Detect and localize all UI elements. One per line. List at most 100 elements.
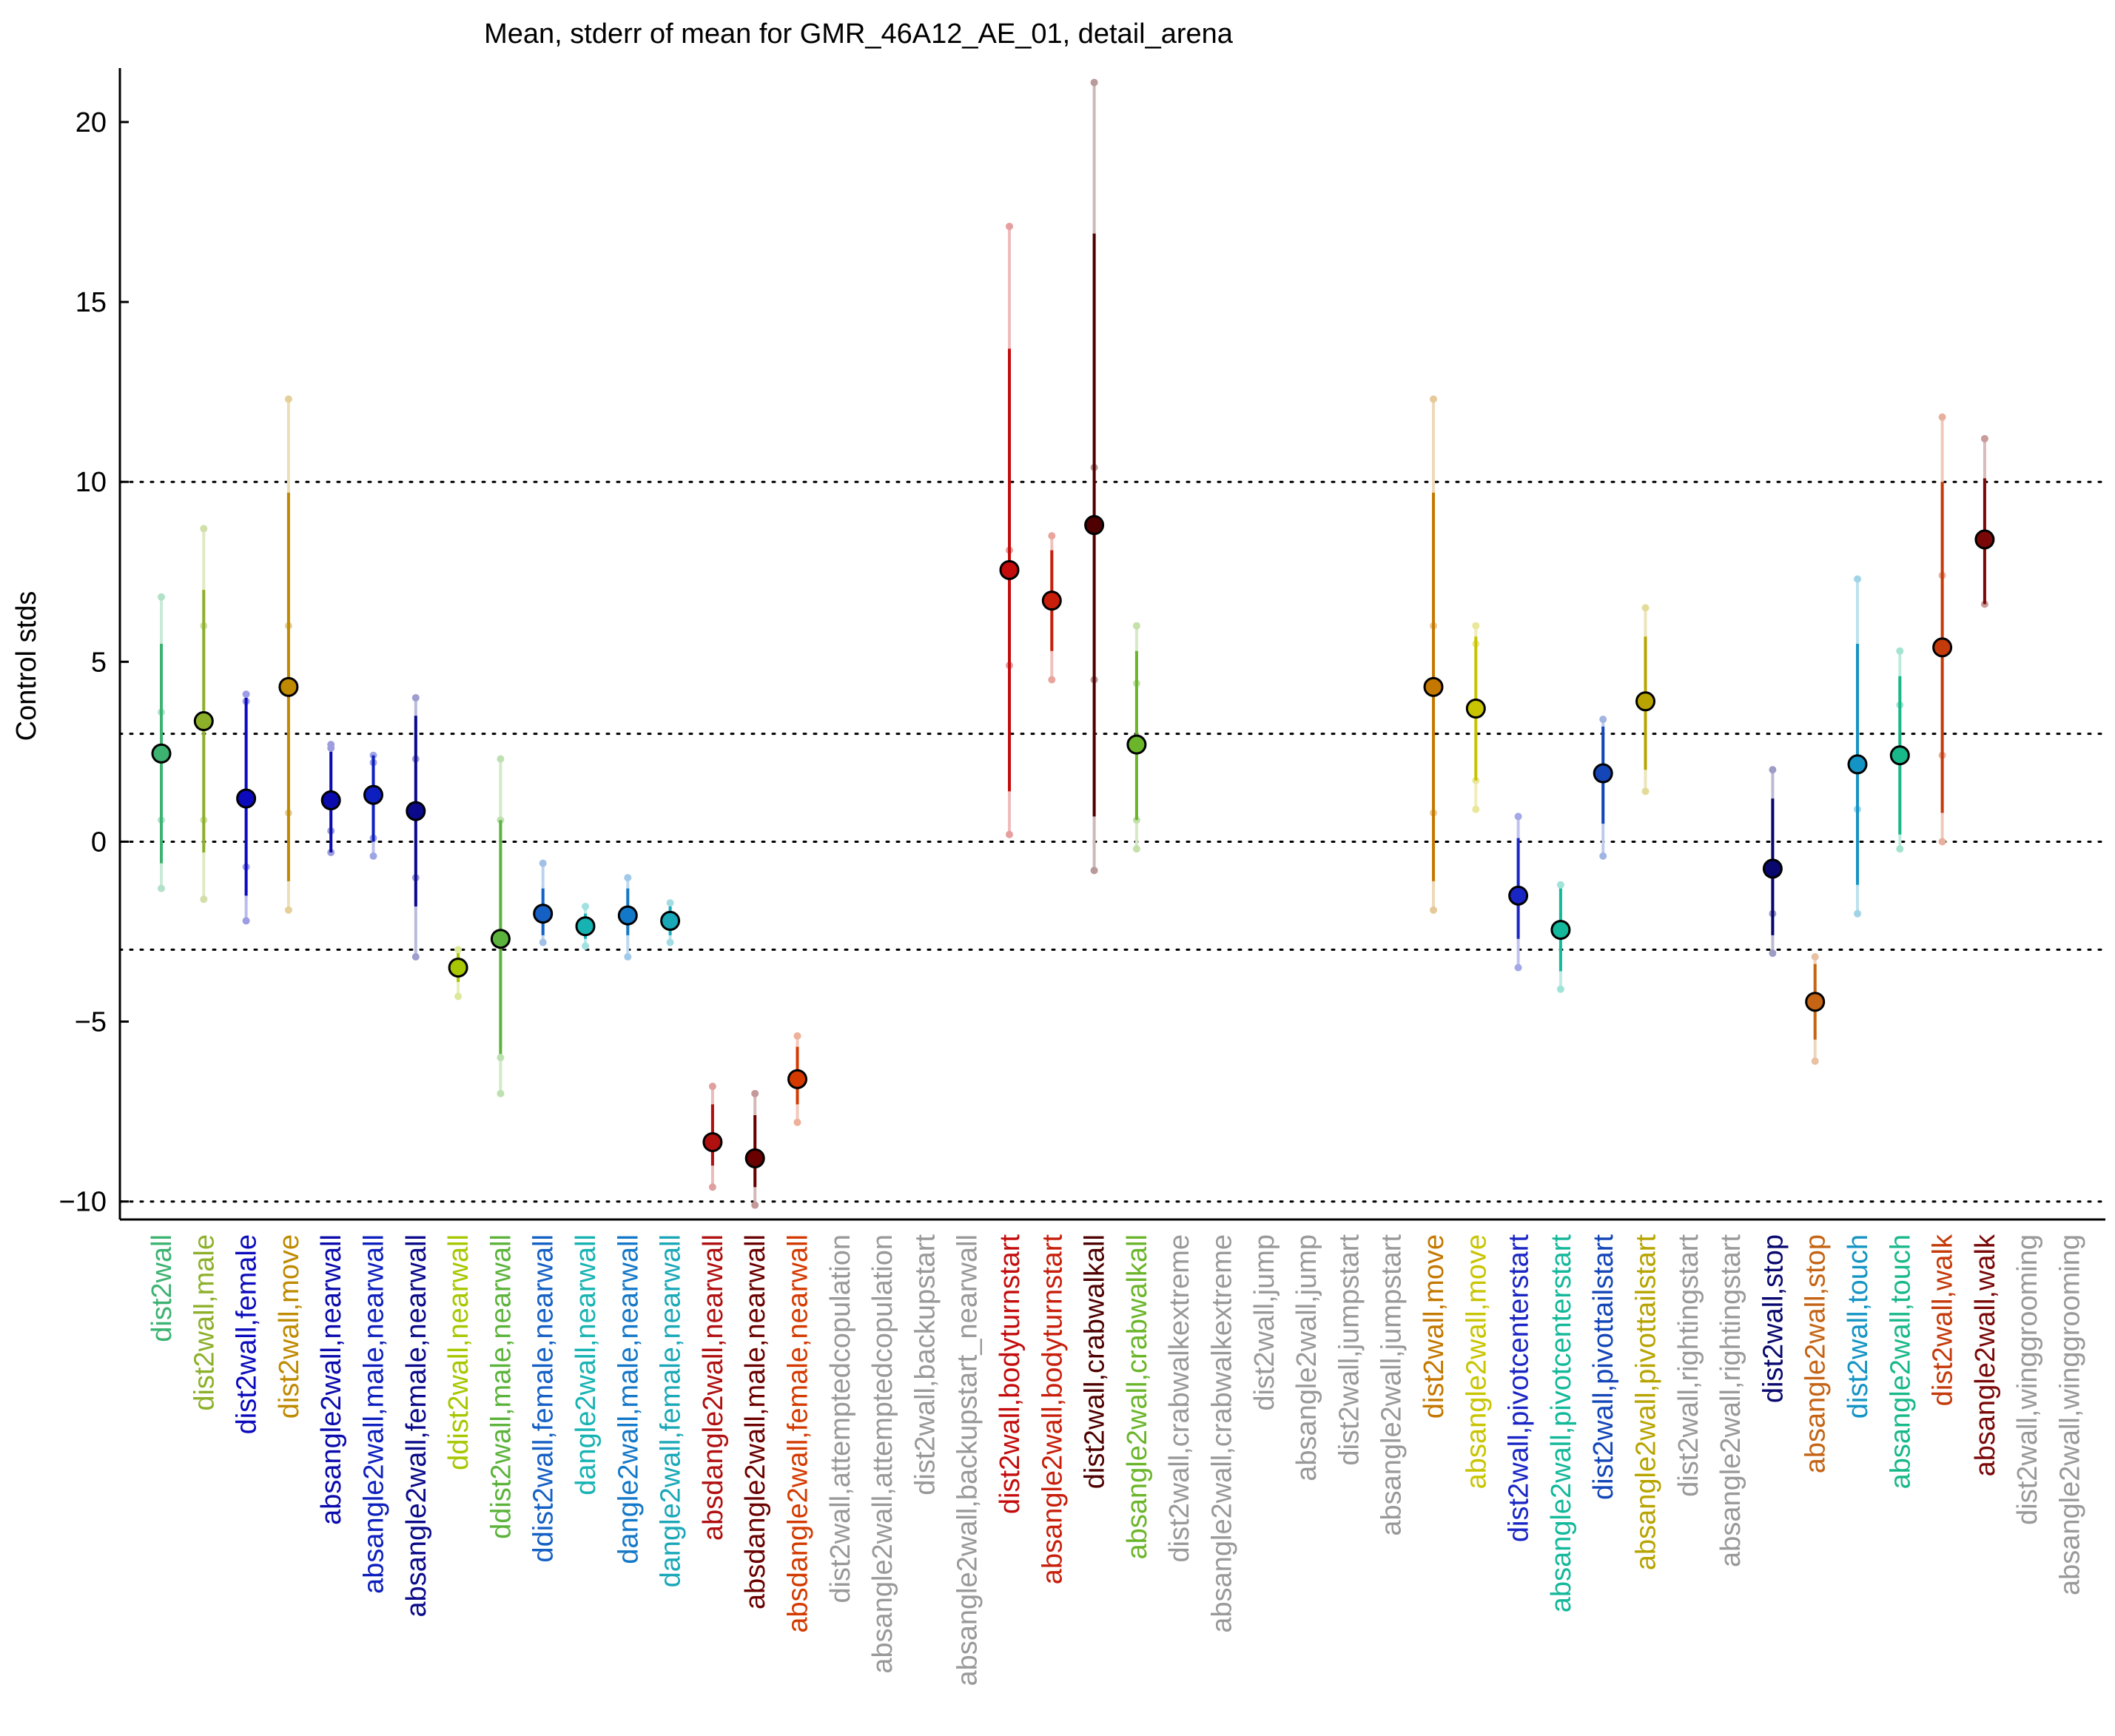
mean-marker xyxy=(1423,676,1444,697)
mean-marker xyxy=(744,1148,765,1168)
mean-marker xyxy=(999,559,1020,580)
mean-marker xyxy=(490,929,511,949)
mean-marker xyxy=(1635,691,1655,712)
category-23 xyxy=(1126,622,1147,853)
x-tick-label: absangle2wall,pivotcenterstart xyxy=(1546,1234,1577,1613)
mean-marker xyxy=(1041,591,1062,611)
mean-marker xyxy=(1805,992,1826,1012)
y-tick-label: −5 xyxy=(75,1007,107,1038)
x-tick-label: dist2wall,move xyxy=(274,1234,305,1419)
category-5 xyxy=(363,751,383,860)
mean-marker xyxy=(1508,885,1529,906)
x-tick-label: dangle2wall,female,nearwall xyxy=(656,1234,687,1587)
sample-point xyxy=(1090,78,1098,87)
sample-point xyxy=(411,953,420,961)
x-tick-label: dist2wall,stop xyxy=(1758,1234,1789,1403)
x-tick-label: absangle2wall,pivottailstart xyxy=(1631,1234,1662,1571)
x-tick-label: absangle2wall,crabwalkextreme xyxy=(1207,1234,1238,1633)
sample-point xyxy=(1938,413,1946,421)
x-tick-label: dist2wall,female xyxy=(232,1234,263,1434)
sample-point xyxy=(1132,622,1140,630)
x-tick-label: dist2wall xyxy=(147,1234,178,1342)
x-tick-label: absangle2wall,rightingstart xyxy=(1715,1234,1746,1567)
sample-point xyxy=(284,395,292,403)
x-tick-label: dangle2wall,nearwall xyxy=(571,1234,602,1496)
x-tick-label: dist2wall,crabwalkextreme xyxy=(1164,1234,1195,1563)
sample-point xyxy=(1811,953,1819,961)
sample-point xyxy=(497,1089,505,1097)
x-tick-label: ddist2wall,male,nearwall xyxy=(485,1234,517,1539)
sample-point xyxy=(624,874,632,882)
category-33 xyxy=(1550,881,1571,993)
x-tick-label: absangle2wall,backupstart_nearwall xyxy=(952,1234,983,1686)
sample-point xyxy=(200,525,208,533)
mean-marker xyxy=(363,784,383,805)
mean-marker xyxy=(406,801,426,821)
category-10 xyxy=(575,902,596,950)
sample-point xyxy=(1599,716,1607,724)
sample-point xyxy=(200,895,208,904)
category-7 xyxy=(448,946,468,1000)
category-8 xyxy=(490,755,511,1097)
x-tick-label: dist2wall,touch xyxy=(1843,1234,1874,1419)
sample-point xyxy=(751,1089,759,1097)
mean-marker xyxy=(702,1131,723,1152)
sample-point xyxy=(1896,647,1904,655)
sample-point xyxy=(1514,813,1522,821)
x-tick-label: dist2wall,attemptedcopulation xyxy=(825,1234,856,1604)
mean-marker xyxy=(1847,754,1868,775)
category-2 xyxy=(236,690,257,925)
mean-marker xyxy=(278,676,299,697)
x-tick-label: absdangle2wall,nearwall xyxy=(698,1234,729,1541)
x-tick-label: ddist2wall,female,nearwall xyxy=(528,1234,559,1563)
sample-point xyxy=(582,942,589,950)
sample-point xyxy=(1556,985,1564,993)
sample-point xyxy=(1430,395,1437,403)
sample-point xyxy=(454,946,463,954)
mean-marker xyxy=(1465,699,1486,719)
sample-point xyxy=(1641,787,1650,795)
sample-point xyxy=(1769,766,1777,774)
x-tick-label: absangle2wall,jumpstart xyxy=(1376,1234,1408,1536)
sample-point xyxy=(369,852,377,860)
mean-marker xyxy=(1762,858,1783,879)
mean-marker xyxy=(1593,763,1613,784)
sample-point xyxy=(1556,881,1564,889)
category-31 xyxy=(1465,622,1486,813)
mean-marker xyxy=(617,905,638,926)
mean-marker xyxy=(1974,529,1995,550)
sample-point xyxy=(1430,906,1437,914)
sample-point xyxy=(1090,867,1098,875)
x-tick-label: dist2wall,rightingstart xyxy=(1673,1234,1704,1497)
x-tick-label: dist2wall,move xyxy=(1419,1234,1450,1419)
y-axis-label: Control stds xyxy=(11,591,42,741)
x-tick-label: absangle2wall,stop xyxy=(1800,1234,1832,1473)
x-tick-label: absangle2wall,winggrooming xyxy=(2055,1234,2086,1595)
mean-marker xyxy=(193,711,214,732)
category-35 xyxy=(1635,604,1655,795)
sample-point xyxy=(1132,845,1140,853)
sample-point xyxy=(158,593,165,601)
x-tick-label: dist2wall,crabwalkall xyxy=(1080,1234,1111,1489)
x-tick-label: dist2wall,male xyxy=(189,1234,220,1411)
category-41 xyxy=(1889,647,1910,853)
sample-point xyxy=(793,1118,801,1126)
category-40 xyxy=(1847,575,1868,918)
category-22 xyxy=(1084,78,1105,875)
category-34 xyxy=(1593,716,1613,860)
mean-marker xyxy=(660,910,681,931)
x-tick-label: absangle2wall,male,nearwall xyxy=(359,1234,390,1594)
x-tick-label: absangle2wall,crabwalkall xyxy=(1122,1234,1153,1559)
category-9 xyxy=(533,859,554,946)
sample-point xyxy=(411,693,420,702)
x-tick-label: dist2wall,bodyturnstart xyxy=(995,1234,1026,1515)
y-ticks: −10 −5 0 5 10 15 20 xyxy=(59,107,129,1218)
x-tick-label: absangle2wall,attemptedcopulation xyxy=(867,1234,898,1674)
sample-point xyxy=(666,899,674,907)
axes xyxy=(118,68,2105,1221)
category-0 xyxy=(151,593,172,892)
sample-point xyxy=(1472,805,1480,813)
x-tick-label: dist2wall,pivottailstart xyxy=(1588,1234,1619,1500)
x-tick-label: dist2wall,pivotcenterstart xyxy=(1504,1234,1535,1543)
sample-point xyxy=(582,902,589,910)
